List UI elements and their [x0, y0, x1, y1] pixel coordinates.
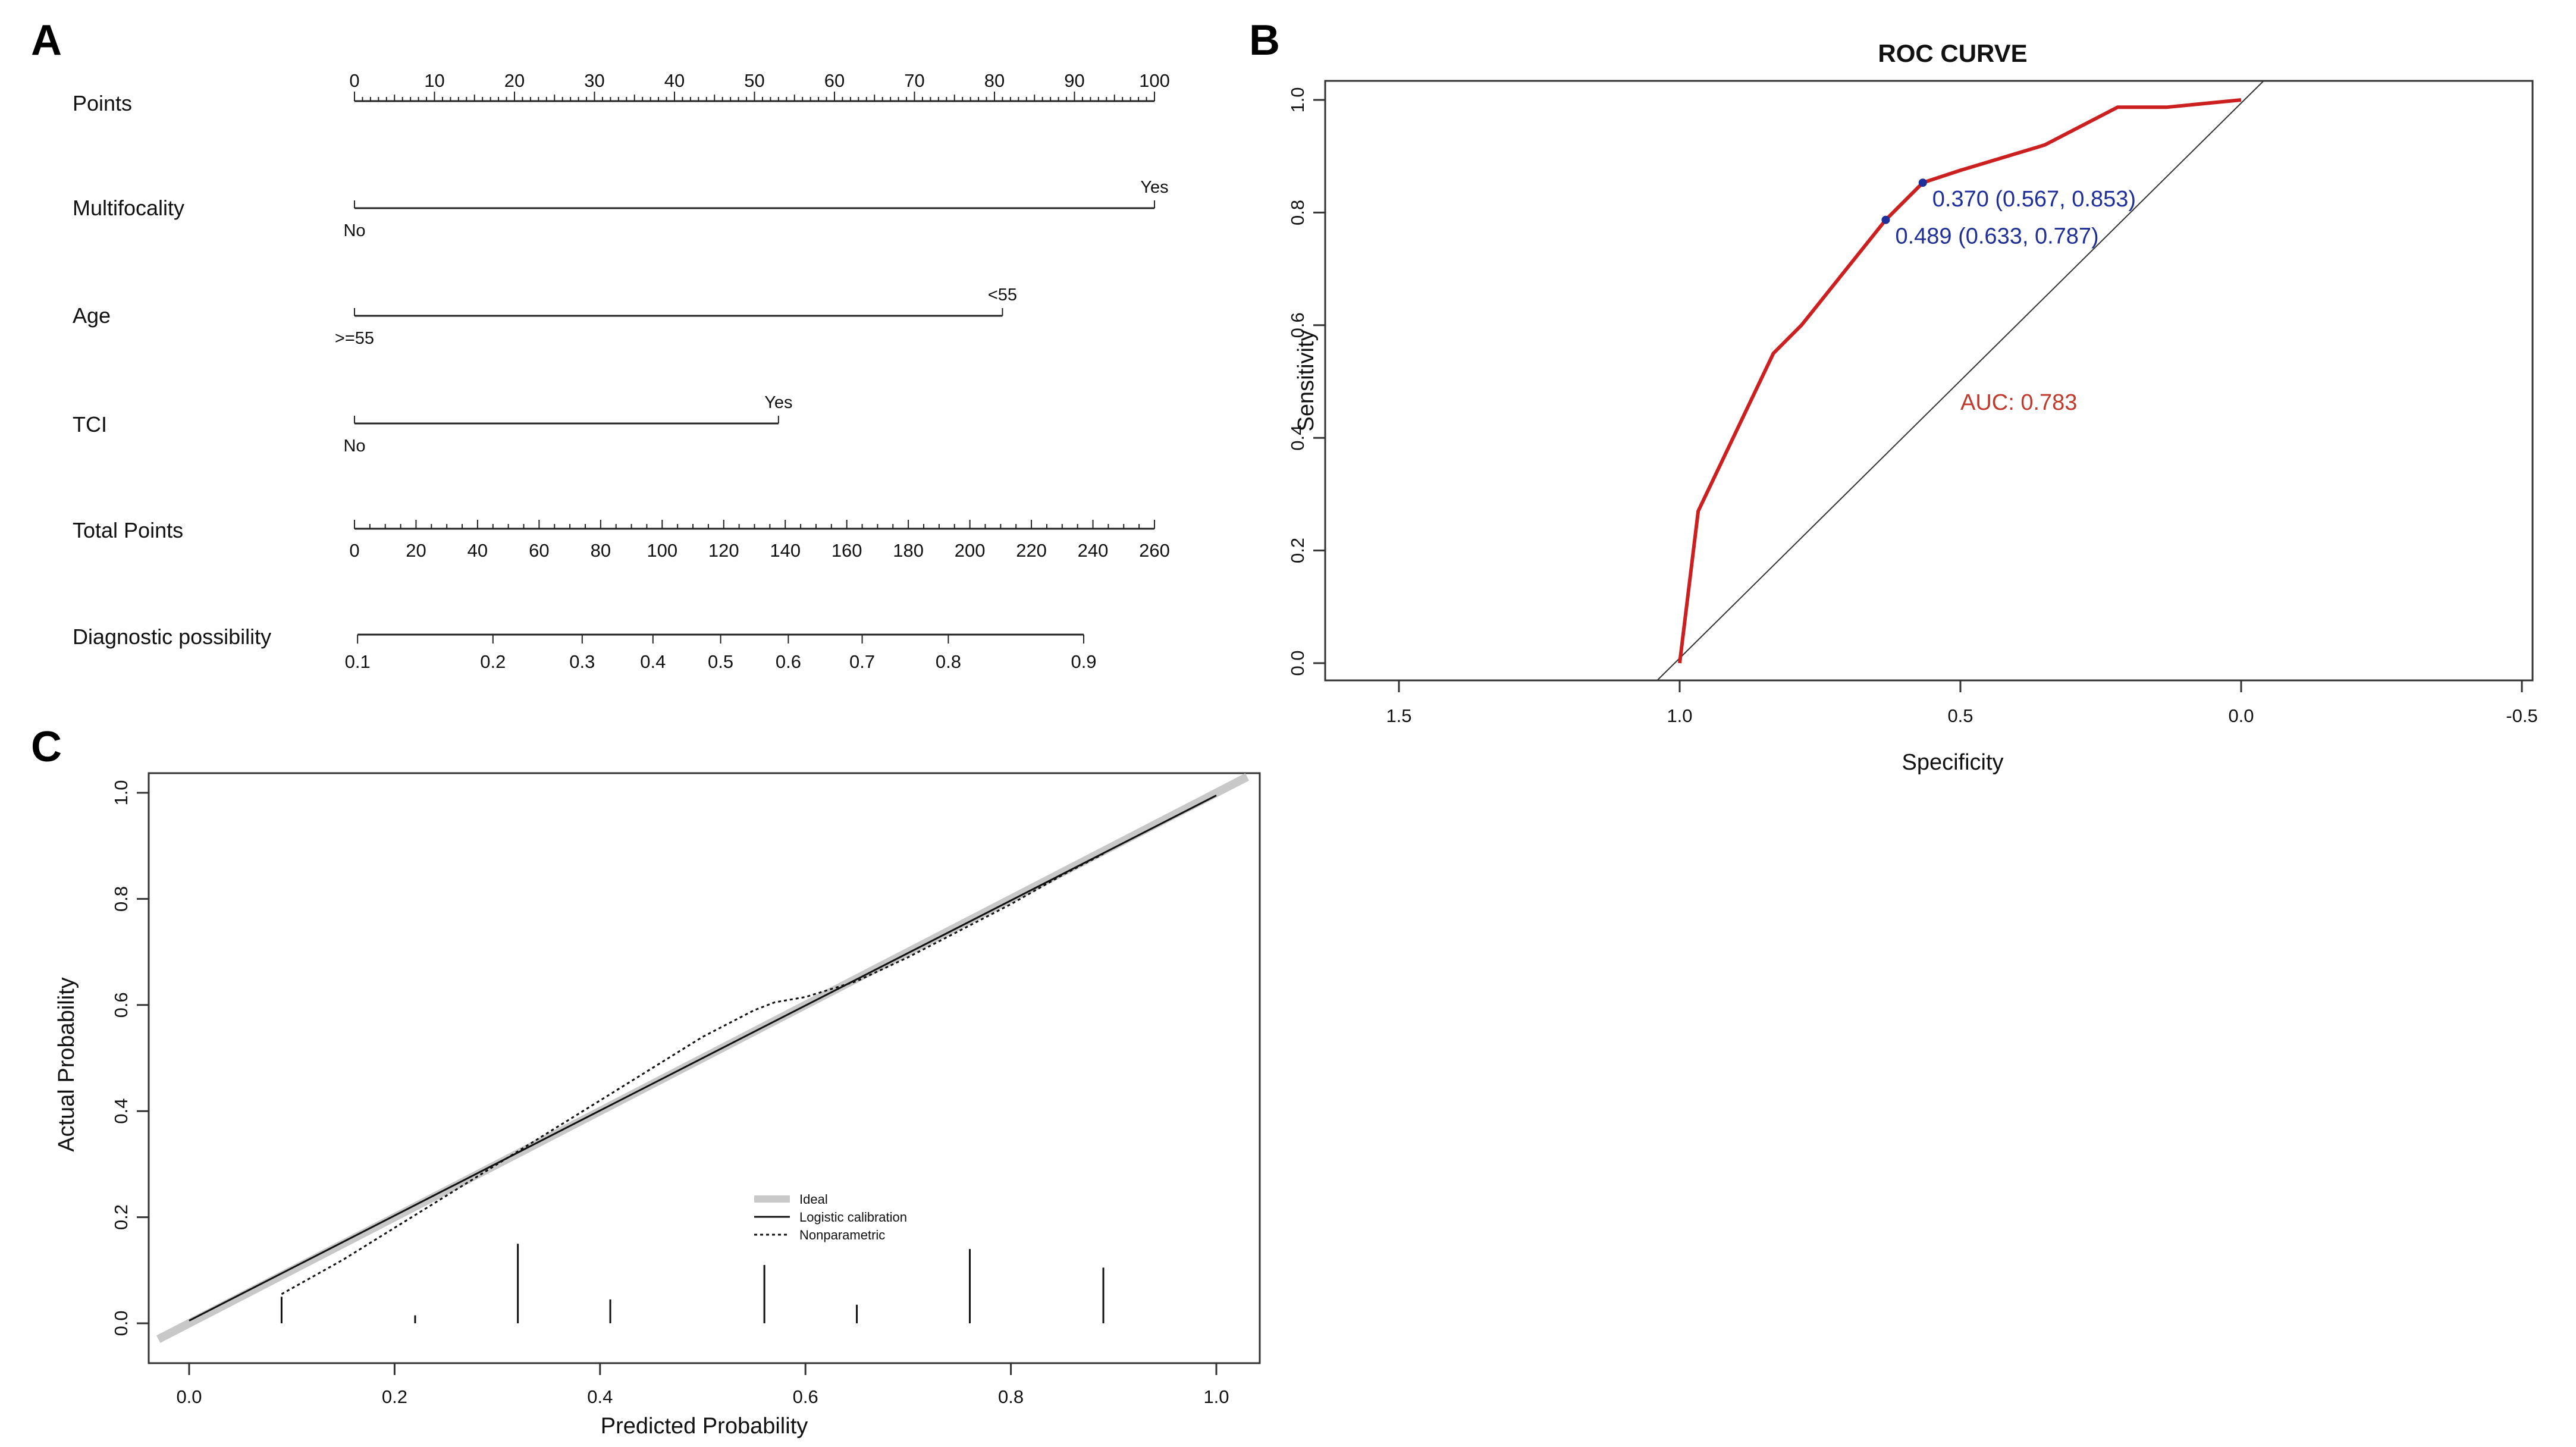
calibration-y-tick-label: 0.4: [111, 1098, 131, 1124]
roc-reference-line: [1656, 80, 2264, 681]
panel-letter-a: A: [31, 17, 62, 64]
calibration-panel: C Predicted Probability Actual Probabili…: [31, 723, 1261, 1439]
calibration-legend: Ideal Logistic calibration Nonparametric: [754, 1192, 907, 1242]
variable-level-label-low: No: [343, 437, 365, 456]
roc-cutoff-label: 0.489 (0.633, 0.787): [1895, 224, 2098, 249]
nomogram-panel: A Points Multifocality Age TCI Total Poi…: [31, 17, 1170, 672]
variable-level-label-low: No: [343, 221, 365, 240]
legend-label-ideal: Ideal: [799, 1192, 828, 1207]
points-tick-label: 50: [744, 70, 764, 91]
total-points-tick-label: 260: [1139, 540, 1170, 561]
calibration-y-tick-label: 0.6: [111, 992, 131, 1018]
roc-y-tick-label: 0.6: [1287, 312, 1308, 338]
total-points-tick-label: 60: [529, 540, 549, 561]
total-points-tick-label: 20: [406, 540, 426, 561]
roc-title: ROC CURVE: [1878, 39, 2027, 67]
calibration-y-tick-label: 0.2: [111, 1204, 131, 1230]
variable-label-tci: TCI: [73, 412, 107, 437]
roc-plot-box: [1324, 80, 2534, 682]
total-points-tick-label: 140: [770, 540, 801, 561]
roc-y-tick-label: 0.8: [1287, 200, 1308, 225]
points-tick-label: 20: [504, 70, 525, 91]
legend-label-nonparametric: Nonparametric: [799, 1228, 885, 1242]
points-tick-label: 30: [584, 70, 604, 91]
calibration-y-tick-label: 0.8: [111, 886, 131, 912]
diagnostic-tick-label: 0.7: [849, 651, 875, 672]
diagnostic-tick-label: 0.8: [936, 651, 961, 672]
variable-label-multifocality: Multifocality: [73, 196, 184, 220]
calibration-x-tick-label: 0.6: [793, 1386, 818, 1407]
diagnostic-label: Diagnostic possibility: [73, 624, 271, 649]
points-tick-label: 10: [424, 70, 444, 91]
points-tick-label: 70: [904, 70, 924, 91]
points-tick-label: 100: [1139, 70, 1170, 91]
total-points-label: Total Points: [73, 518, 183, 542]
calibration-x-tick-label: 0.8: [998, 1386, 1024, 1407]
roc-ylabel: Sensitivity: [1294, 329, 1319, 431]
variable-label-age: Age: [73, 303, 111, 328]
variable-level-label-high: Yes: [764, 393, 792, 412]
roc-x-tick-label: 0.5: [1947, 705, 1973, 726]
calibration-y-tick-label: 0.0: [111, 1310, 131, 1336]
total-points-tick-label: 200: [955, 540, 986, 561]
panel-letter-c: C: [31, 723, 62, 771]
calibration-y-tick-label: 1.0: [111, 780, 131, 805]
nomogram-scales: 0 10 20 30 40 50 60 70 80 90 100 No Yes >=55 <55 No Yes 0…: [335, 70, 1170, 672]
diagnostic-tick-label: 0.2: [480, 651, 506, 672]
total-points-tick-label: 80: [591, 540, 611, 561]
total-points-tick-label: 0: [349, 540, 359, 561]
calibration-marks: 0.0 0.2 0.4 0.6 0.8 1.0 0.0 0.2 0.4 0.6 0.8 1.0: [111, 773, 1250, 1407]
roc-auc-label: AUC: 0.783: [1960, 390, 2077, 415]
roc-panel: B ROC CURVE Specificity Sensitivity 1.5 1…: [1249, 17, 2538, 775]
variable-level-label-low: >=55: [335, 329, 374, 348]
variable-level-label-high: <55: [988, 285, 1017, 305]
calibration-ylabel: Actual Probability: [54, 977, 79, 1152]
total-points-tick-label: 180: [893, 540, 924, 561]
calibration-x-tick-label: 0.2: [382, 1386, 407, 1407]
total-points-tick-label: 40: [467, 540, 488, 561]
diagnostic-tick-label: 0.5: [708, 651, 733, 672]
roc-cutoff-label: 0.370 (0.567, 0.853): [1932, 187, 2136, 212]
total-points-tick-label: 100: [647, 540, 677, 561]
diagnostic-tick-label: 0.4: [640, 651, 666, 672]
points-tick-label: 40: [664, 70, 685, 91]
calibration-xlabel: Predicted Probability: [601, 1414, 808, 1439]
points-tick-label: 0: [349, 70, 359, 91]
diagnostic-tick-label: 0.6: [776, 651, 801, 672]
roc-cutoff-point: [1881, 215, 1890, 224]
roc-cutoff-point: [1918, 178, 1927, 187]
points-tick-label: 60: [824, 70, 845, 91]
roc-x-tick-label: -0.5: [2506, 705, 2537, 726]
calibration-x-tick-label: 1.0: [1203, 1386, 1229, 1407]
roc-y-tick-label: 0.2: [1287, 538, 1308, 563]
roc-x-tick-label: 0.0: [2228, 705, 2254, 726]
points-row-label: Points: [73, 91, 132, 115]
points-tick-label: 80: [984, 70, 1005, 91]
variable-level-label-high: Yes: [1140, 178, 1168, 197]
total-points-tick-label: 120: [708, 540, 739, 561]
roc-x-tick-label: 1.5: [1386, 705, 1411, 726]
total-points-tick-label: 220: [1016, 540, 1047, 561]
logistic-calibration-line: [189, 795, 1217, 1322]
legend-label-logistic: Logistic calibration: [799, 1210, 907, 1225]
roc-y-tick-label: 0.0: [1287, 650, 1308, 676]
diagnostic-tick-label: 0.1: [345, 651, 371, 672]
roc-x-tick-label: 1.0: [1667, 705, 1692, 726]
total-points-tick-label: 240: [1078, 540, 1109, 561]
roc-y-tick-label: 0.4: [1287, 425, 1308, 451]
roc-marks: 1.5 1.0 0.5 0.0 -0.5 0.0 0.2 0.4 0.6 0.8 1.0 0.370 …: [1287, 80, 2538, 726]
calibration-plot-box: [148, 772, 1261, 1364]
calibration-x-tick-label: 0.0: [176, 1386, 202, 1407]
total-points-tick-label: 160: [832, 540, 862, 561]
roc-xlabel: Specificity: [1902, 750, 2003, 775]
diagnostic-tick-label: 0.9: [1071, 651, 1096, 672]
panel-letter-b: B: [1249, 17, 1280, 64]
diagnostic-tick-label: 0.3: [569, 651, 595, 672]
points-tick-label: 90: [1064, 70, 1084, 91]
roc-y-tick-label: 1.0: [1287, 87, 1308, 112]
calibration-x-tick-label: 0.4: [587, 1386, 613, 1407]
